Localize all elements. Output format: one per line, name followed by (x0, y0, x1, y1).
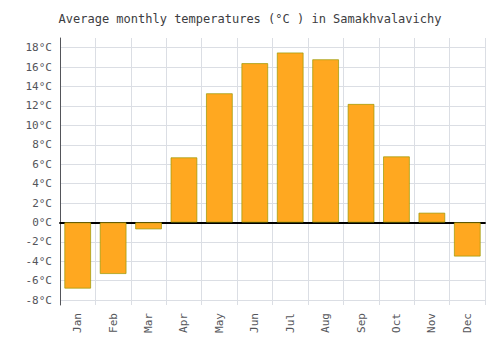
svg-text:Feb: Feb (107, 313, 120, 333)
svg-text:Average monthly temperatures (: Average monthly temperatures (°C ) in Sa… (59, 12, 442, 26)
svg-text:16°C: 16°C (26, 61, 53, 74)
svg-text:May: May (213, 313, 226, 333)
svg-text:8°C: 8°C (32, 138, 52, 151)
svg-text:4°C: 4°C (32, 177, 52, 190)
svg-text:Apr: Apr (177, 313, 190, 333)
svg-text:Nov: Nov (425, 313, 438, 333)
svg-text:Mar: Mar (142, 313, 155, 333)
svg-text:Oct: Oct (390, 313, 403, 333)
svg-text:2°C: 2°C (32, 197, 52, 210)
svg-text:Jun: Jun (248, 313, 261, 333)
svg-text:12°C: 12°C (26, 99, 53, 112)
svg-text:Sep: Sep (355, 313, 368, 333)
svg-text:0°C: 0°C (32, 216, 52, 229)
svg-text:Dec: Dec (461, 313, 474, 333)
svg-text:6°C: 6°C (32, 158, 52, 171)
svg-text:-4°C: -4°C (26, 255, 53, 268)
svg-text:-6°C: -6°C (26, 274, 53, 287)
svg-text:Jul: Jul (284, 313, 297, 333)
svg-text:18°C: 18°C (26, 41, 53, 54)
svg-text:Jan: Jan (71, 313, 84, 333)
svg-text:14°C: 14°C (26, 80, 53, 93)
svg-text:Aug: Aug (319, 313, 332, 333)
svg-text:-2°C: -2°C (26, 235, 53, 248)
svg-text:-8°C: -8°C (26, 294, 53, 307)
svg-text:10°C: 10°C (26, 119, 53, 132)
